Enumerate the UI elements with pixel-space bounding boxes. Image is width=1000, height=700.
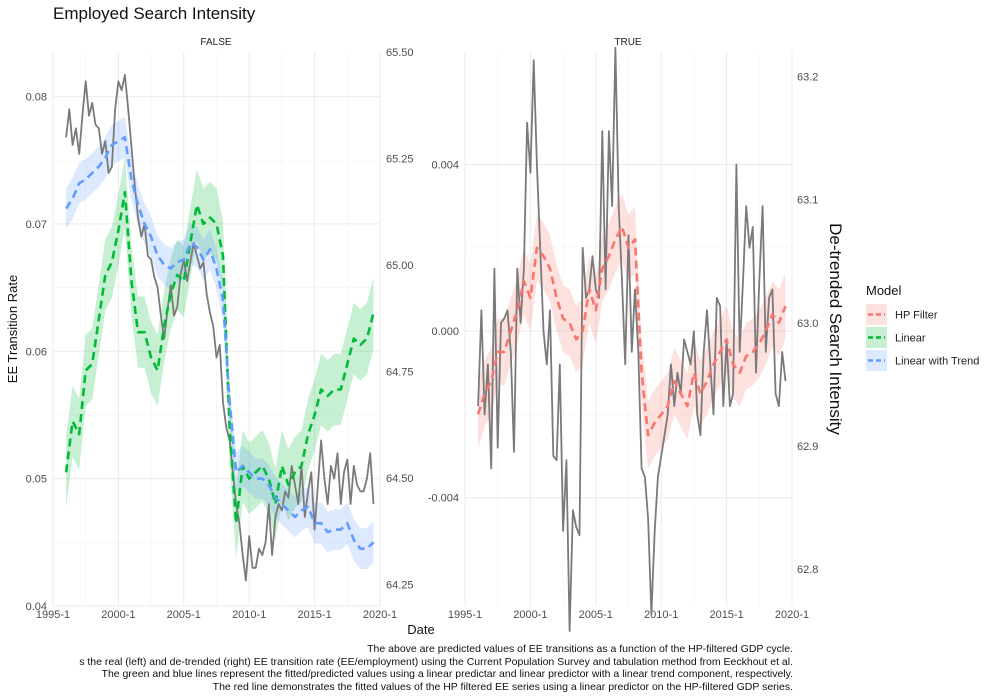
x-tick-label: 2005-1: [167, 609, 201, 621]
secondary-y-tick-label: 63.2: [797, 72, 818, 84]
x-tick-label: 2010-1: [232, 609, 266, 621]
panel-strip-false: FALSE: [200, 37, 231, 48]
y-tick-label: 0.07: [26, 219, 47, 231]
caption-line-1: The above are predicted values of EE tra…: [367, 643, 793, 655]
secondary-y-tick-label: 63.0: [797, 318, 818, 330]
caption: The above are predicted values of EE tra…: [79, 643, 793, 693]
secondary-y-tick-label: 64.25: [386, 580, 414, 592]
x-tick-label: 2000-1: [101, 609, 135, 621]
y-tick-label: 0.004: [431, 159, 459, 171]
y-tick-label: 0.08: [26, 92, 47, 104]
secondary-y-tick-label: 64.75: [386, 367, 414, 379]
secondary-y-tick-label: 62.9: [797, 441, 818, 453]
legend-label-linear-with-trend: Linear with Trend: [895, 356, 979, 368]
x-tick-label: 1995-1: [36, 609, 70, 621]
observed-series-line: [65, 74, 375, 582]
legend-title: Model: [866, 283, 902, 298]
panel-false: 1995-1 2000-1 2005-1 2010-1 2015-1 2020-1 0.04…: [26, 47, 414, 621]
x-tick-label: 2000-1: [513, 609, 547, 621]
x-tick-label: 2015-1: [297, 609, 331, 621]
x-axis-title: Date: [407, 622, 434, 637]
x-tick-label: 2020-1: [775, 609, 809, 621]
legend-label-linear: Linear: [895, 333, 926, 345]
panel-true: 1995-1 2000-1 2005-1 2010-1 2015-1 2020-1 -0.0…: [428, 46, 818, 632]
series-line-linear-with-trend: [65, 136, 375, 550]
confidence-band-linear: [66, 156, 374, 559]
x-tick-label: 2005-1: [579, 609, 613, 621]
legend: Model HP Filter Linear Linear with Trend: [866, 283, 979, 371]
caption-line-4: The red line demonstrates the fitted val…: [213, 681, 793, 693]
caption-line-2: s the real (left) and de-trended (right)…: [79, 656, 793, 668]
secondary-y-axis-title: De-trended Search Intensity: [826, 223, 845, 435]
x-tick-label: 2010-1: [644, 609, 678, 621]
secondary-y-tick-label: 65.25: [386, 154, 414, 166]
series-line-hp-filter: [476, 225, 787, 437]
y-tick-label: 0.05: [26, 474, 47, 486]
caption-line-3: The green and blue lines represent the f…: [102, 668, 793, 680]
series-line-linear: [64, 190, 375, 525]
secondary-y-tick-label: 63.1: [797, 195, 818, 207]
panel-strip-true: TRUE: [614, 37, 642, 48]
secondary-y-tick-label: 64.50: [386, 473, 414, 485]
legend-label-hp-filter: HP Filter: [895, 310, 938, 322]
x-tick-label: 2015-1: [709, 609, 743, 621]
secondary-y-tick-label: 62.8: [797, 564, 818, 576]
confidence-band-hp-filter: [478, 193, 786, 469]
observed-series-line: [477, 46, 787, 632]
x-tick-label: 2020-1: [363, 609, 397, 621]
y-axis-title: EE Transition Rate: [5, 275, 20, 383]
chart-title: Employed Search Intensity: [53, 4, 256, 23]
secondary-y-tick-label: 65.00: [386, 260, 414, 272]
secondary-y-tick-label: 65.50: [386, 47, 414, 59]
y-tick-label: 0.06: [26, 346, 47, 358]
x-tick-label: 1995-1: [448, 609, 482, 621]
y-tick-label: 0.04: [26, 601, 47, 613]
y-tick-label: 0.000: [431, 326, 459, 338]
y-tick-label: -0.004: [428, 493, 459, 505]
